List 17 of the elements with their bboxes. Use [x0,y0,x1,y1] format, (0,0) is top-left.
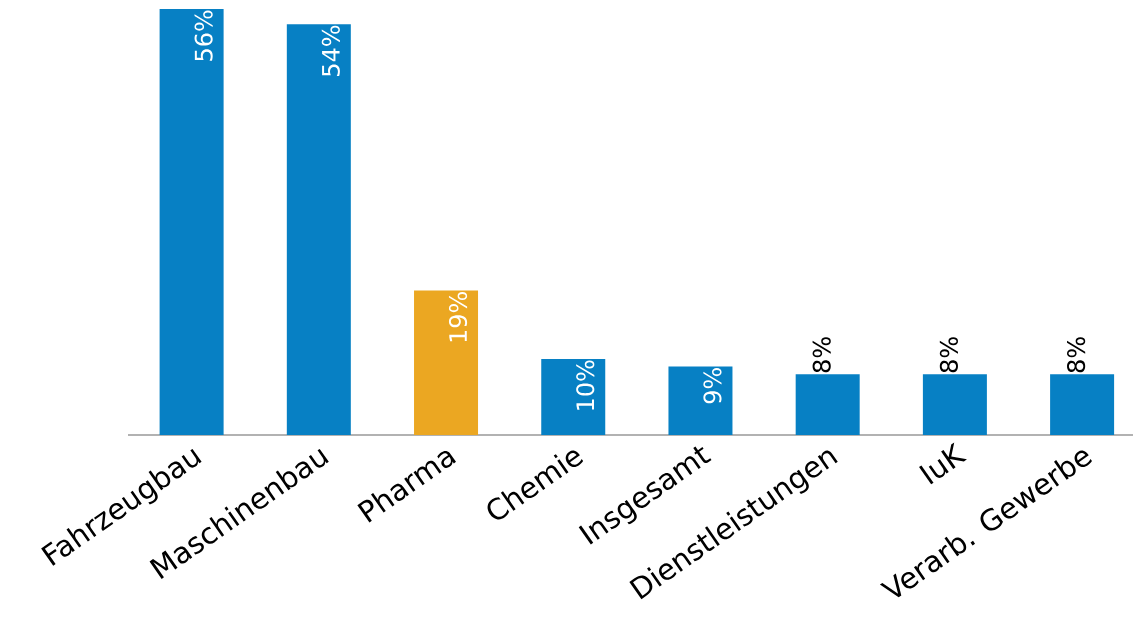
bar [1050,374,1115,435]
data-label: 8% [1067,337,1086,373]
data-label: 56% [194,10,213,61]
bar [159,9,224,435]
data-label: 8% [812,337,831,373]
bar [668,366,733,435]
data-label: 10% [576,360,595,410]
bar [414,290,479,435]
data-label: 8% [939,337,958,373]
x-tick-label: IuK [919,442,967,485]
data-label: 54% [321,25,340,76]
data-label: 9% [703,368,722,404]
bar [922,374,987,435]
bar [541,358,606,435]
data-label: 19% [448,292,468,342]
bar [286,24,351,435]
bar [795,374,860,435]
